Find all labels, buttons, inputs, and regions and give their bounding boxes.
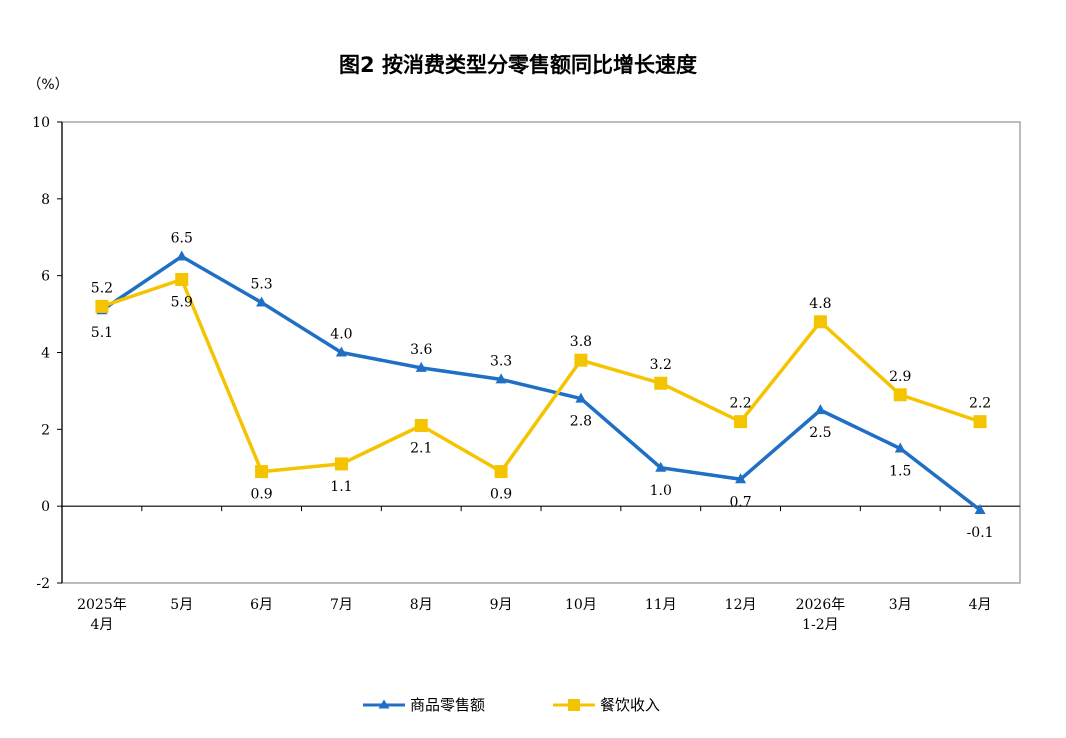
data-label-catering: 2.1 [410, 440, 432, 456]
y-tick-label: 0 [41, 499, 50, 515]
x-tick-label: 9月 [490, 597, 513, 613]
marker-point-catering [255, 465, 269, 479]
data-label-retail: -0.1 [967, 525, 994, 541]
marker-point-retail [735, 473, 747, 484]
data-label-catering: 1.1 [330, 479, 352, 495]
y-tick-labels: -2 0 2 4 6 8 10 [32, 115, 50, 592]
legend-label-retail: 商品零售额 [410, 696, 485, 714]
marker-point-catering [813, 315, 827, 329]
data-label-catering: 0.9 [490, 487, 512, 503]
plot-frame [61, 121, 1021, 584]
x-tick-label: 4月 [90, 617, 113, 633]
x-tick-labels: 2025年 4月 5月 6月 7月 8月 9月 10月 11月 12月 2026年 1-2月 3月 4月 [77, 597, 991, 633]
data-label-retail: 3.6 [410, 342, 432, 358]
x-tick-label: 8月 [410, 597, 433, 613]
marker-point-retail [894, 442, 906, 453]
data-label-catering: 2.2 [729, 396, 751, 412]
x-tick-label: 11月 [645, 597, 677, 613]
legend-label-catering: 餐饮收入 [600, 696, 660, 714]
data-label-retail: 1.5 [889, 464, 911, 480]
x-tick-label: 5月 [170, 597, 193, 613]
x-tick-label: 4月 [969, 597, 992, 613]
y-tick-label: 6 [41, 269, 50, 285]
y-tick-label: -2 [36, 576, 50, 592]
y-tick-label: 4 [41, 346, 50, 362]
legend-item-retail: 商品零售额 [363, 696, 485, 714]
y-tick-label: 10 [32, 115, 50, 131]
data-label-catering: 2.9 [889, 369, 911, 385]
chart-title: 图2 按消费类型分零售额同比增长速度 [339, 53, 697, 77]
data-label-retail: 3.3 [490, 353, 512, 369]
marker-point-retail [335, 346, 347, 357]
y-axis-unit: （%） [27, 77, 68, 93]
data-labels: 5.1 6.5 5.3 4.0 3.6 3.3 2.8 1.0 0.7 2.5 1.5 -0.1 5.2… [91, 230, 994, 541]
marker-point-retail [176, 250, 188, 261]
data-label-catering: 4.8 [809, 296, 831, 312]
marker-point-catering [95, 299, 109, 313]
y-tick-label: 8 [41, 192, 50, 208]
marker-point-catering [334, 457, 348, 471]
data-label-catering: 3.8 [570, 334, 592, 350]
data-label-retail: 0.7 [729, 494, 751, 510]
legend-square-icon [568, 699, 580, 711]
marker-point-retail [415, 361, 427, 372]
data-label-retail: 1.0 [650, 483, 672, 499]
marker-point-catering [494, 465, 508, 479]
x-tick-label: 2025年 [77, 597, 127, 613]
data-label-retail: 4.0 [330, 327, 352, 343]
data-label-catering: 5.2 [91, 280, 113, 296]
x-tick-label: 2026年 [796, 597, 846, 613]
marker-point-retail [575, 392, 587, 403]
data-label-catering: 5.9 [171, 295, 193, 311]
legend-triangle-icon [378, 699, 390, 709]
series-line-catering [101, 277, 981, 474]
marker-point-retail [814, 404, 826, 415]
marker-point-catering [654, 376, 668, 390]
marker-point-catering [893, 388, 907, 402]
legend: 商品零售额 餐饮收入 [363, 696, 660, 714]
x-tick-label: 10月 [565, 597, 597, 613]
x-tick-label: 12月 [725, 597, 757, 613]
x-tick-label: 1-2月 [802, 617, 839, 633]
marker-point-catering [414, 418, 428, 432]
data-label-catering: 3.2 [650, 357, 672, 373]
data-label-retail: 5.3 [250, 277, 272, 293]
marker-point-catering [175, 273, 189, 287]
marker-point-catering [973, 415, 987, 429]
marker-point-retail [495, 373, 507, 384]
data-label-retail: 5.1 [91, 325, 113, 341]
data-label-catering: 0.9 [250, 487, 272, 503]
y-tick-label: 2 [41, 422, 50, 438]
marker-point-retail [974, 504, 986, 515]
marker-point-catering [574, 353, 588, 367]
series-layer [95, 250, 987, 515]
marker-point-retail [655, 461, 667, 472]
x-tick-label: 6月 [250, 597, 273, 613]
data-label-catering: 2.2 [969, 396, 991, 412]
data-label-retail: 2.5 [809, 425, 831, 441]
series-line-retail [100, 254, 982, 512]
axes [57, 121, 1021, 584]
data-label-retail: 2.8 [570, 414, 592, 430]
data-label-retail: 6.5 [171, 230, 193, 246]
x-tick-label: 3月 [889, 597, 912, 613]
marker-point-catering [734, 415, 748, 429]
marker-point-retail [256, 296, 268, 307]
x-tick-label: 7月 [330, 597, 353, 613]
legend-item-catering: 餐饮收入 [553, 696, 660, 714]
